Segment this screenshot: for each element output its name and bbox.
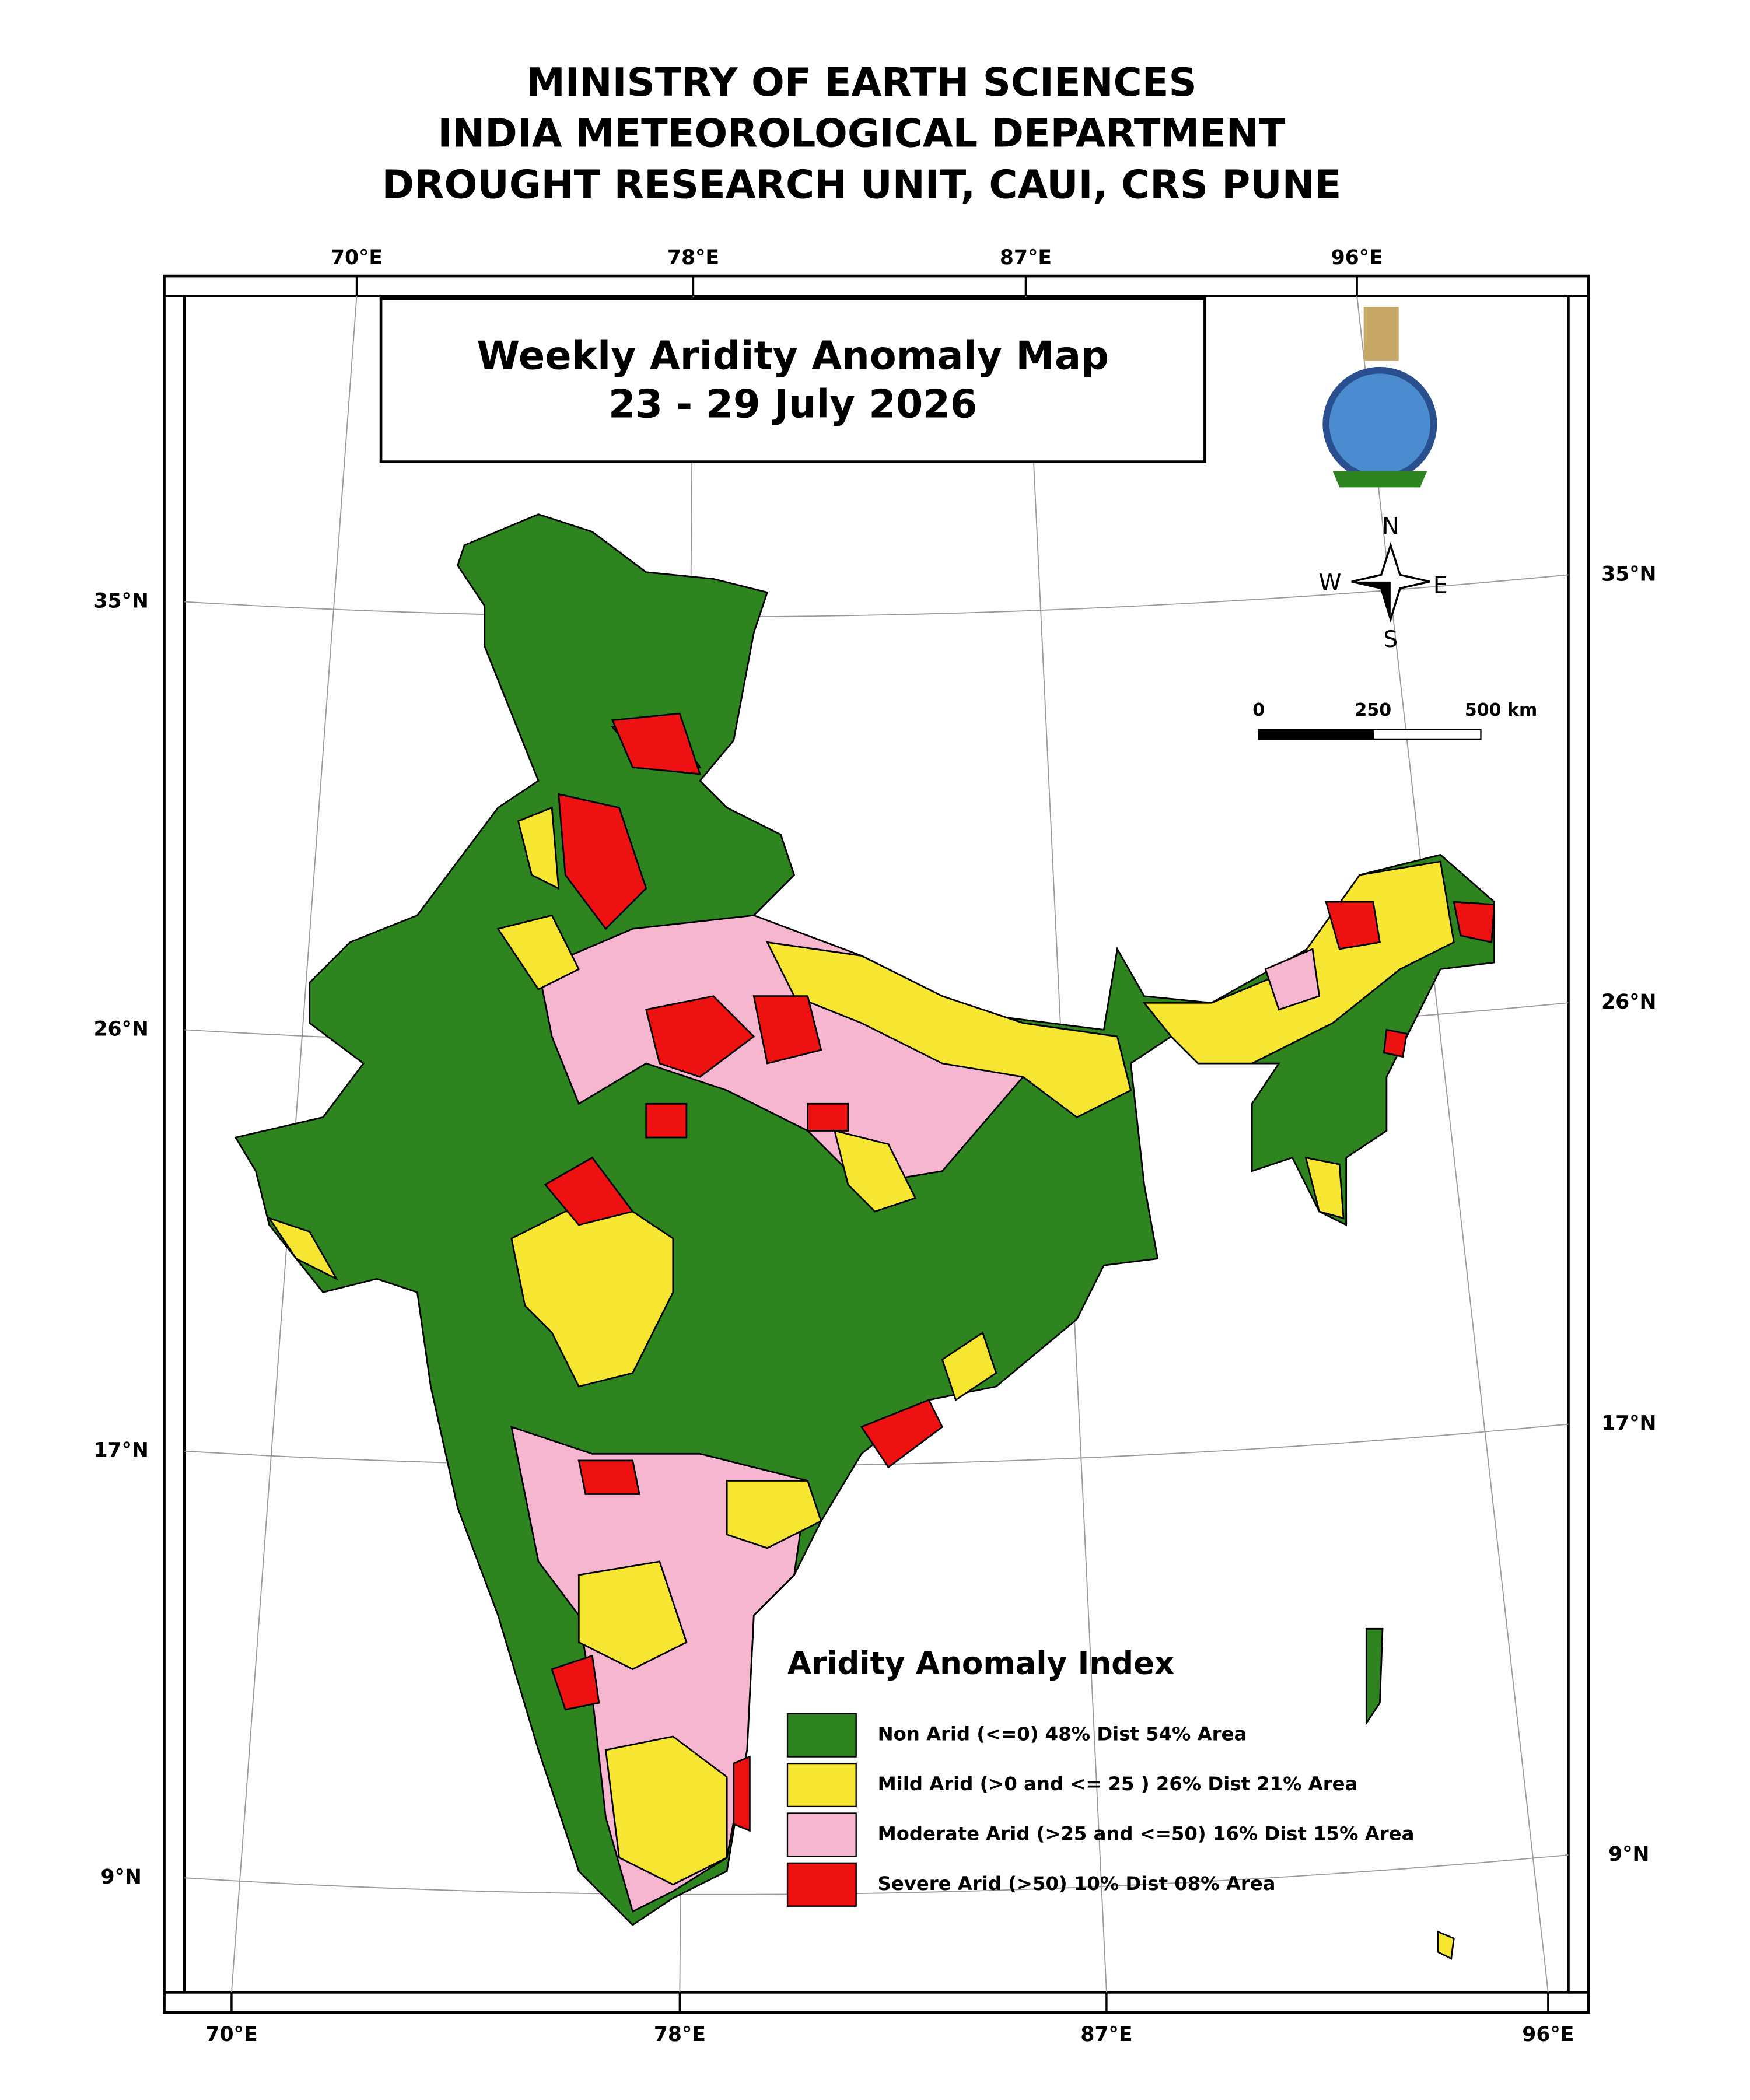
latitude-label: 35°N [1601, 562, 1656, 586]
title-box [379, 298, 1206, 463]
compass-letter: E [1433, 573, 1448, 599]
header-line: DROUGHT RESEARCH UNIT, CAUI, CRS PUNE [382, 162, 1341, 207]
district-patch [551, 1654, 600, 1711]
district-patch [645, 1102, 688, 1139]
compass-letter: W [1319, 570, 1342, 596]
compass-letter: N [1382, 513, 1399, 540]
compass-rose [1351, 541, 1430, 623]
district-patch [544, 1156, 634, 1226]
legend-swatch [786, 1812, 857, 1857]
parallel [184, 1854, 1569, 1895]
scale-label: 500 km [1465, 700, 1537, 720]
header-line: INDIA METEOROLOGICAL DEPARTMENT [438, 111, 1285, 156]
legend-swatch [786, 1762, 857, 1808]
latitude-label: 17°N [1601, 1412, 1656, 1436]
district-patches [267, 712, 1496, 1960]
longitude-label: 78°E [667, 246, 719, 270]
longitude-label: 87°E [1000, 246, 1052, 270]
district-patch [1365, 1628, 1384, 1726]
legend-label: Moderate Arid (>25 and <=50) 16% Dist 15… [878, 1822, 1415, 1845]
district-patch [1325, 901, 1381, 950]
latitude-label: 26°N [93, 1017, 148, 1041]
district-patch [1452, 901, 1496, 944]
district-patch [752, 995, 822, 1065]
district-patch [733, 1755, 751, 1832]
district-patch [941, 1331, 998, 1402]
meridian [1356, 296, 1549, 1993]
district-patch [1304, 1156, 1345, 1220]
longitude-label: 78°E [654, 2023, 706, 2046]
scale-segment [1372, 729, 1482, 740]
latitude-label: 26°N [1601, 991, 1656, 1014]
outer-frame [163, 274, 1590, 2014]
legend-label: Severe Arid (>50) 10% Dist 08% Area [878, 1873, 1276, 1895]
india-landmass [234, 513, 1495, 1926]
parallel [184, 574, 1569, 618]
district-patch [611, 712, 701, 775]
compass-star-shade [1351, 545, 1391, 620]
legend: Non Arid (<=0) 48% Dist 54% Area Mild Ari… [786, 1713, 1415, 1907]
longitude-label: 96°E [1522, 2023, 1574, 2046]
district-patch [517, 806, 560, 890]
district-patch [1264, 947, 1321, 1011]
latitude-label: 9°N [1608, 1843, 1649, 1866]
latitude-label: 17°N [93, 1439, 148, 1462]
district-patch [604, 1735, 728, 1886]
legend-swatch [786, 1862, 857, 1907]
legend-title: Aridity Anomaly Index [788, 1645, 1174, 1681]
map-date: 23 - 29 July 2026 [608, 381, 977, 426]
emblem-lions [1363, 307, 1399, 361]
district-patch [1382, 1028, 1408, 1058]
district-patch [860, 1399, 944, 1469]
legend-swatch [786, 1713, 857, 1758]
district-patch [1437, 1930, 1455, 1960]
legend-label: Mild Arid (>0 and <= 25 ) 26% Dist 21% A… [878, 1773, 1358, 1795]
emblem-ribbon [1332, 471, 1427, 488]
parallel [184, 1423, 1569, 1467]
district-patch [726, 1480, 822, 1549]
longitude-label: 70°E [205, 2023, 257, 2046]
district-patch [645, 995, 755, 1078]
latitude-label: 35°N [93, 590, 148, 613]
district-patch [496, 914, 580, 991]
district-patch [267, 1216, 339, 1281]
imd-emblem [1322, 307, 1437, 488]
map-title: Weekly Aridity Anomaly Map [477, 332, 1109, 378]
legend-label: Non Arid (<=0) 48% Dist 54% Area [878, 1723, 1247, 1745]
district-patch [765, 941, 1132, 1119]
district-patch [807, 1102, 849, 1132]
graticule-labels: 70°E 78°E 87°E 96°E 70°E 78°E 87°E 96°E 35°N 26°N… [93, 246, 1656, 2046]
compass-letter: S [1383, 626, 1398, 653]
latitude-label: 9°N [101, 1866, 142, 1889]
district-patch [578, 1560, 688, 1671]
longitude-label: 70°E [331, 246, 383, 270]
longitude-label: 87°E [1080, 2023, 1132, 2046]
scale-label: 0 [1252, 700, 1265, 720]
compass-labels: N W E S [1319, 513, 1448, 653]
district-patch [578, 1460, 640, 1495]
district-patch [558, 793, 648, 930]
scale-bar [1258, 729, 1482, 740]
inner-frame [183, 295, 1570, 1994]
district-patch [833, 1129, 917, 1213]
longitude-label: 96°E [1331, 246, 1383, 270]
scale-segment [1258, 729, 1374, 740]
scale-labels: 0 250 500 km [1252, 700, 1537, 720]
emblem-seal [1322, 366, 1437, 481]
scale-label: 250 [1355, 700, 1392, 720]
header-line: MINISTRY OF EARTH SCIENCES [526, 60, 1196, 105]
